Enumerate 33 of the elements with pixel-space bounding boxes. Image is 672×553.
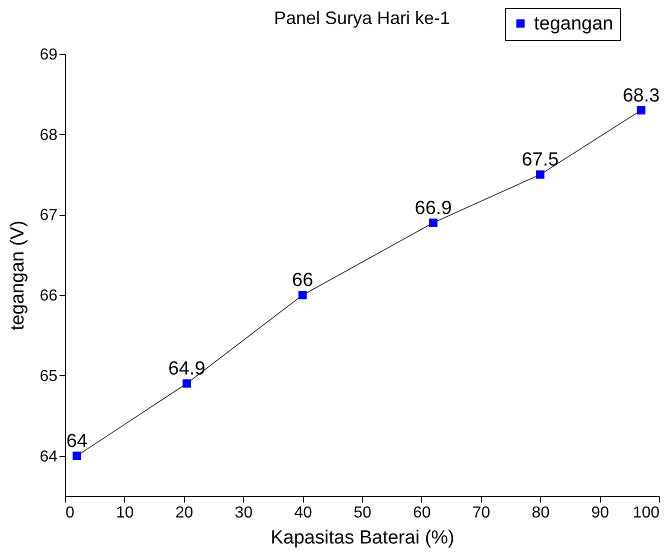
data-label: 67.5 — [522, 150, 559, 171]
point — [72, 452, 82, 460]
y-tick-label: 65 — [40, 368, 58, 385]
data-label: 68.3 — [622, 85, 660, 106]
x-tick-label: 60 — [413, 504, 431, 522]
y-tick-label: 67 — [40, 207, 58, 224]
y-axis-title: tegangan (V) — [8, 220, 29, 330]
y-tick-label: 66 — [40, 288, 58, 305]
x-tick-label: 80 — [532, 504, 550, 522]
chart-title: Panel Surya Hari ke-1 — [274, 8, 450, 28]
x-tick-label: 0 — [66, 504, 74, 522]
data-label: 66 — [292, 270, 314, 292]
x-tick-label: 50 — [354, 504, 372, 522]
point — [182, 379, 191, 388]
x-tick-label: 30 — [234, 504, 253, 522]
point — [536, 170, 544, 179]
x-axis-title: Kapasitas Baterai (%) — [270, 528, 454, 548]
data-label: 64.9 — [168, 358, 206, 380]
data-label: 66.9 — [414, 198, 452, 219]
x-tick-label: 90 — [591, 504, 610, 522]
point — [429, 218, 438, 227]
legend-label: tegangan — [534, 14, 614, 34]
x-tick-label: 70 — [472, 504, 490, 522]
x-tick-label: 40 — [294, 504, 312, 522]
y-tick-label: 64 — [40, 448, 58, 466]
point — [636, 106, 646, 114]
y-tick-label: 68 — [40, 126, 58, 144]
x-tick-label: 100 — [632, 504, 660, 522]
point — [298, 290, 307, 300]
x-tick-label: 20 — [175, 504, 194, 522]
x-tick-label: 10 — [116, 504, 134, 522]
y-tick-label: 69 — [40, 46, 58, 64]
data-label: 64 — [66, 430, 88, 452]
